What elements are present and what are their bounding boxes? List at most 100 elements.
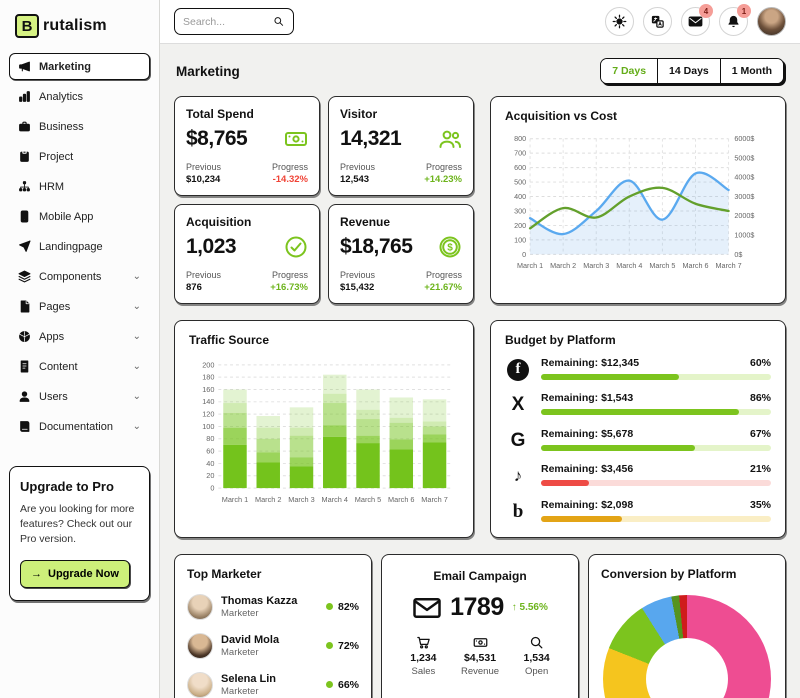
svg-text:March 5: March 5	[355, 495, 381, 504]
previous-value: 876	[186, 282, 202, 293]
sidebar-item-components[interactable]: Components ⌄	[9, 263, 150, 290]
svg-text:March 7: March 7	[716, 261, 742, 270]
marketer-name: Selena Lin	[221, 672, 277, 685]
progress-value: +14.23%	[424, 174, 462, 185]
progress-value: -14.32%	[272, 174, 308, 185]
marketer-role: Marketer	[221, 646, 259, 658]
svg-text:700: 700	[514, 149, 526, 158]
status-dot-icon	[325, 603, 333, 610]
email-hero: 1789 ↑ 5.56%	[394, 593, 566, 623]
doc-icon	[20, 421, 30, 432]
sidebar-item-label: Marketing	[39, 60, 91, 73]
svg-text:1000$: 1000$	[734, 230, 754, 239]
sidebar-item-documentation[interactable]: Documentation ⌄	[9, 413, 150, 440]
messages-button[interactable]: 4	[681, 4, 713, 36]
search-box[interactable]	[174, 8, 294, 35]
previous-value: $10,234	[186, 174, 221, 185]
range-14days-button[interactable]: 14 Days	[658, 59, 721, 83]
apps-icon	[19, 331, 30, 342]
sidebar-item-business[interactable]: Business	[9, 113, 150, 140]
sidebar-item-label: Landingpage	[39, 240, 103, 253]
conversion-card: Conversion by Platform	[588, 553, 786, 698]
sidebar-item-pages[interactable]: Pages ⌄	[9, 293, 150, 320]
page-icon	[20, 300, 30, 313]
email-mini-stat: 1,234 Sales	[410, 635, 437, 677]
mini-stat-value: 1,534	[523, 651, 550, 664]
stat-value: 1,023	[186, 235, 237, 258]
stat-cards: Total Spend $8,765 Previous $10,234 Progress…	[174, 96, 474, 304]
range-7days-button[interactable]: 7 Days	[601, 59, 659, 83]
top-marketer-title: Top Marketer	[187, 566, 262, 581]
sidebar-item-content[interactable]: Content ⌄	[9, 353, 150, 380]
svg-text:300: 300	[514, 206, 526, 215]
sidebar-item-label: Business	[39, 120, 84, 133]
sidebar-item-landingpage[interactable]: Landingpage	[9, 233, 150, 260]
donut-hole	[646, 637, 728, 698]
page-content: Marketing 7 Days 14 Days 1 Month Total S…	[160, 44, 800, 698]
megaphone-icon	[19, 61, 30, 72]
marketer-role: Marketer	[221, 685, 259, 697]
banknote-icon	[473, 637, 487, 647]
svg-text:March 2: March 2	[255, 495, 281, 504]
sidebar-item-label: HRM	[39, 180, 65, 193]
theme-toggle-button[interactable]	[605, 7, 634, 36]
upgrade-title: Upgrade to Pro	[20, 479, 114, 494]
sidebar-item-project[interactable]: Project	[9, 143, 150, 170]
budget-row-x: X Remaining: $1,543 86%	[505, 392, 771, 418]
svg-text:0: 0	[210, 484, 214, 493]
traffic-source-card: Traffic Source 200 180 160 140 120 100 80 60 40 2…	[174, 320, 474, 538]
sidebar-item-label: Mobile App	[39, 210, 94, 223]
sidebar-item-users[interactable]: Users ⌄	[9, 383, 150, 410]
progress-label: Progress	[425, 270, 462, 280]
previous-label: Previous	[340, 162, 376, 172]
user-icon	[19, 391, 30, 402]
sidebar-item-apps[interactable]: Apps ⌄	[9, 323, 150, 350]
user-avatar[interactable]	[757, 7, 786, 36]
x-icon: X	[511, 394, 525, 415]
sidebar-item-label: Components	[39, 270, 102, 283]
language-button[interactable]	[643, 7, 672, 36]
budget-title: Budget by Platform	[505, 333, 616, 347]
budget-bar-track	[541, 409, 771, 415]
svg-text:0: 0	[522, 250, 526, 259]
brand-logo: B rutalism	[9, 10, 150, 50]
sidebar-item-analytics[interactable]: Analytics	[9, 83, 150, 110]
sidebar-item-mobile-app[interactable]: Mobile App	[9, 203, 150, 230]
sidebar-item-label: Content	[39, 360, 78, 373]
svg-text:180: 180	[202, 373, 214, 382]
briefcase-icon	[19, 121, 30, 132]
upgrade-now-button[interactable]: → Upgrade Now	[20, 559, 130, 588]
marketer-percent: 82%	[337, 600, 359, 613]
dollar-coin-icon: $	[439, 236, 461, 258]
page-header: Marketing 7 Days 14 Days 1 Month	[176, 58, 784, 84]
line-chart-svg: 800 700 600 500 400 300 200 100 0 6000$ 5000$ 4000$…	[514, 134, 754, 270]
mini-stat-label: Open	[525, 665, 549, 677]
budget-rows: f Remaining: $12,345 60% X Remaining: $1,543…	[505, 357, 771, 525]
notifications-button[interactable]: 1	[719, 4, 751, 36]
search-icon	[274, 17, 284, 26]
budget-remaining-label: Remaining: $3,456	[541, 463, 634, 475]
stat-title: Acquisition	[186, 215, 252, 229]
marketer-percent: 66%	[337, 678, 359, 691]
search-input[interactable]	[183, 15, 274, 28]
previous-value: $15,432	[340, 282, 375, 293]
budget-bar-track	[541, 515, 771, 522]
range-1month-button[interactable]: 1 Month	[720, 59, 783, 83]
budget-row-facebook: f Remaining: $12,345 60%	[505, 357, 771, 383]
svg-text:$: $	[447, 243, 453, 254]
sidebar-item-hrm[interactable]: HRM	[9, 173, 150, 200]
budget-percent: 60%	[749, 356, 771, 369]
marketer-row: Thomas Kazza Marketer 82%	[187, 593, 359, 620]
budget-percent: 21%	[749, 463, 771, 475]
sidebar-item-marketing[interactable]: Marketing	[9, 53, 150, 80]
svg-text:March 1: March 1	[222, 495, 248, 504]
progress-value: +16.73%	[270, 282, 308, 293]
stat-card-total-spend: Total Spend $8,765 Previous $10,234 Progress…	[174, 96, 320, 196]
email-total: 1789	[450, 593, 504, 621]
stat-value: 14,321	[340, 127, 402, 150]
topbar: 4 1	[160, 0, 800, 44]
conversion-title: Conversion by Platform	[601, 566, 737, 581]
svg-text:60: 60	[206, 447, 214, 456]
budget-bar-fill	[541, 515, 622, 522]
